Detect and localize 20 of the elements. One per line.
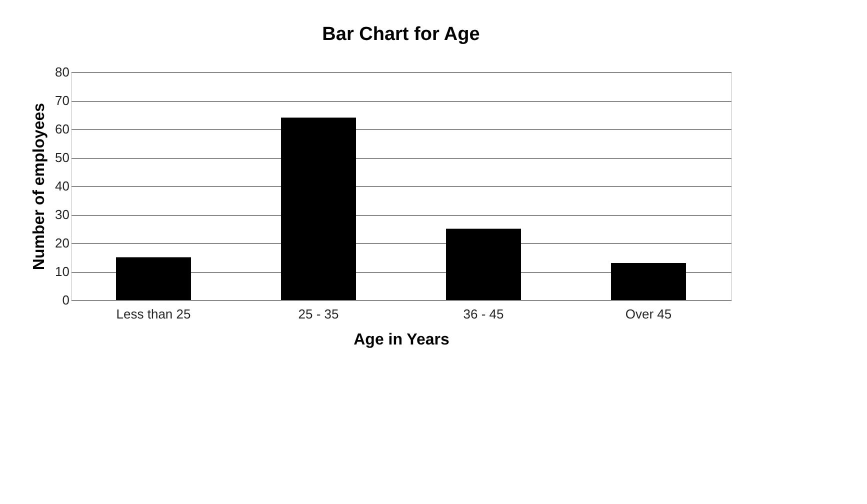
y-tick-label: 0	[62, 292, 70, 308]
x-tick-label: Less than 25	[116, 306, 191, 322]
y-tick-label: 10	[55, 264, 70, 279]
bar	[611, 262, 686, 300]
bar	[116, 257, 191, 300]
y-tick-label: 80	[55, 64, 70, 80]
x-tick-label: 25 - 35	[298, 306, 339, 322]
x-axis-title: Age in Years	[354, 332, 450, 348]
y-axis-title: Number of employees	[31, 102, 48, 270]
y-tick-label: 40	[55, 178, 70, 194]
x-tick-label: Over 45	[625, 306, 672, 322]
chart-title: Bar Chart for Age	[322, 24, 480, 45]
x-tick-label: 36 - 45	[463, 306, 504, 322]
y-tick-label: 30	[55, 207, 70, 222]
y-tick-label: 50	[55, 150, 70, 165]
y-tick-label: 20	[55, 236, 70, 250]
bar	[446, 228, 521, 300]
y-tick-label: 70	[55, 93, 70, 108]
y-tick-label: 60	[55, 122, 70, 136]
bar	[281, 118, 356, 300]
